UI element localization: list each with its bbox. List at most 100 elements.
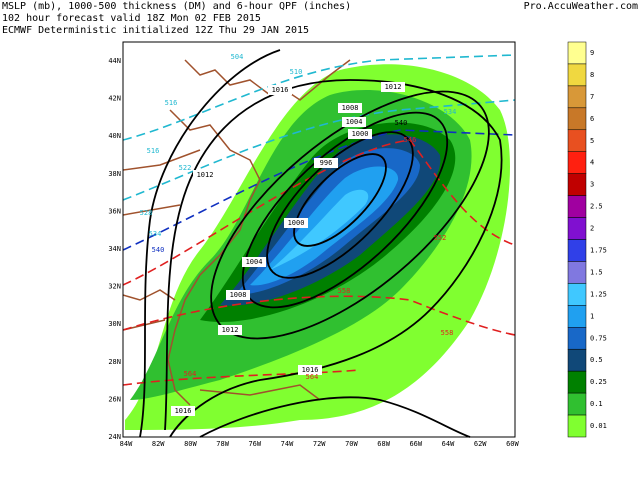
lat-label: 40N bbox=[108, 132, 121, 140]
isobar bbox=[139, 49, 281, 438]
legend-label: 5 bbox=[590, 137, 594, 145]
isobar-label-box bbox=[348, 129, 372, 139]
isobar-label-box bbox=[171, 406, 195, 416]
thickness-label: 546 bbox=[404, 136, 417, 144]
isobar-label-box bbox=[242, 257, 266, 267]
legend-swatch bbox=[567, 239, 587, 262]
lon-label: 66W bbox=[409, 440, 422, 448]
isobar-label-box bbox=[338, 103, 362, 113]
thickness-label: 504 bbox=[231, 53, 244, 61]
qpf-light-blue bbox=[270, 189, 369, 270]
legend-label: 1.5 bbox=[590, 268, 603, 276]
legend-label: 7 bbox=[590, 93, 594, 101]
legend-swatch bbox=[567, 392, 587, 416]
isobar-label: 1016 bbox=[175, 407, 192, 415]
lon-label: 80W bbox=[184, 440, 197, 448]
lon-label: 78W bbox=[216, 440, 229, 448]
lon-label: 64W bbox=[442, 440, 455, 448]
lat-label: 28N bbox=[108, 358, 121, 366]
legend-swatch bbox=[567, 41, 587, 65]
legend-label: 3 bbox=[590, 181, 594, 189]
legend-swatch bbox=[567, 414, 587, 438]
lat-label: 38N bbox=[108, 170, 121, 178]
legend-swatch bbox=[567, 173, 587, 196]
legend-swatch bbox=[567, 107, 587, 131]
isobars bbox=[139, 49, 503, 438]
legend-swatch bbox=[567, 327, 587, 350]
isobar-label-box bbox=[342, 117, 366, 127]
isobar-label-box bbox=[284, 218, 308, 228]
isobar bbox=[164, 79, 503, 438]
lat-label: 34N bbox=[108, 245, 121, 253]
lon-label: 84W bbox=[120, 440, 133, 448]
thickness-label: 540 bbox=[395, 119, 408, 127]
legend-label: 0.01 bbox=[590, 422, 607, 430]
coastline bbox=[184, 59, 351, 101]
header-line: 102 hour forecast valid 18Z Mon 02 FEB 2… bbox=[2, 13, 261, 24]
lon-label: 72W bbox=[313, 440, 326, 448]
header-line: MSLP (mb), 1000-500 thickness (DM) and 6… bbox=[2, 1, 351, 12]
legend-swatch bbox=[567, 348, 587, 372]
thickness-line bbox=[122, 54, 516, 141]
legend-label: 0.1 bbox=[590, 400, 603, 408]
header-line: ECMWF Deterministic initialized 12Z Thu … bbox=[2, 25, 309, 36]
legend-swatch bbox=[567, 370, 587, 394]
isobar-label-box bbox=[268, 85, 292, 95]
isobar-label: 996 bbox=[320, 159, 333, 167]
thickness-label: 522 bbox=[179, 164, 192, 172]
legend-swatch bbox=[567, 129, 587, 152]
source: Pro.AccuWeather.com bbox=[524, 1, 638, 12]
thickness-label: 534 bbox=[149, 230, 162, 238]
legend-swatch bbox=[567, 63, 587, 87]
thickness-label: 510 bbox=[290, 68, 303, 76]
lat-label: 36N bbox=[108, 207, 121, 215]
lon-label: 68W bbox=[377, 440, 390, 448]
map-frame bbox=[122, 41, 516, 438]
isobar bbox=[293, 153, 387, 247]
legend-label: 0.75 bbox=[590, 334, 607, 342]
legend-swatch bbox=[567, 217, 587, 240]
isobar-label-box bbox=[381, 82, 405, 92]
legend-label: 0.25 bbox=[590, 378, 607, 386]
lat-label: 42N bbox=[108, 95, 121, 103]
isobar-label: 1012 bbox=[222, 326, 239, 334]
thickness-label: 558 bbox=[338, 287, 351, 295]
thickness-line bbox=[122, 139, 516, 286]
coastline bbox=[167, 109, 261, 406]
isobar-label: 1000 bbox=[288, 219, 305, 227]
lon-label: 76W bbox=[248, 440, 261, 448]
lat-label: 30N bbox=[108, 320, 121, 328]
thickness-label: 516 bbox=[165, 99, 178, 107]
isobar-label: 1004 bbox=[346, 118, 363, 126]
isobar-label: 1008 bbox=[230, 291, 247, 299]
isobar-label-box bbox=[193, 170, 217, 180]
thickness-line bbox=[122, 295, 516, 336]
legend-label: 2.5 bbox=[590, 203, 603, 211]
legend-label: 4 bbox=[590, 159, 594, 167]
isobar-label: 1016 bbox=[272, 86, 289, 94]
isobar-label: 1012 bbox=[385, 83, 402, 91]
thickness-label: 516 bbox=[147, 147, 160, 155]
lat-label: 24N bbox=[108, 433, 121, 441]
thickness-label: 534 bbox=[444, 108, 457, 116]
lat-label: 32N bbox=[108, 283, 121, 291]
thickness-line bbox=[122, 129, 516, 251]
lon-label: 60W bbox=[506, 440, 519, 448]
isobar-label: 1004 bbox=[246, 258, 263, 266]
lon-label: 70W bbox=[345, 440, 358, 448]
isobar-label: 1000 bbox=[352, 130, 369, 138]
lon-label: 74W bbox=[281, 440, 294, 448]
isobar-label: 1016 bbox=[302, 366, 319, 374]
isobar-label-box bbox=[314, 158, 338, 168]
legend-label: 1 bbox=[590, 312, 594, 320]
isobar-label-box bbox=[218, 325, 242, 335]
lat-label: 26N bbox=[108, 395, 121, 403]
legend-label: 2 bbox=[590, 225, 594, 233]
isobar bbox=[210, 90, 490, 340]
isobar bbox=[266, 131, 414, 279]
legend-label: 6 bbox=[590, 115, 594, 123]
legend-swatch bbox=[567, 85, 587, 109]
legend-swatch bbox=[567, 195, 587, 218]
thickness-label: 540 bbox=[152, 246, 165, 254]
